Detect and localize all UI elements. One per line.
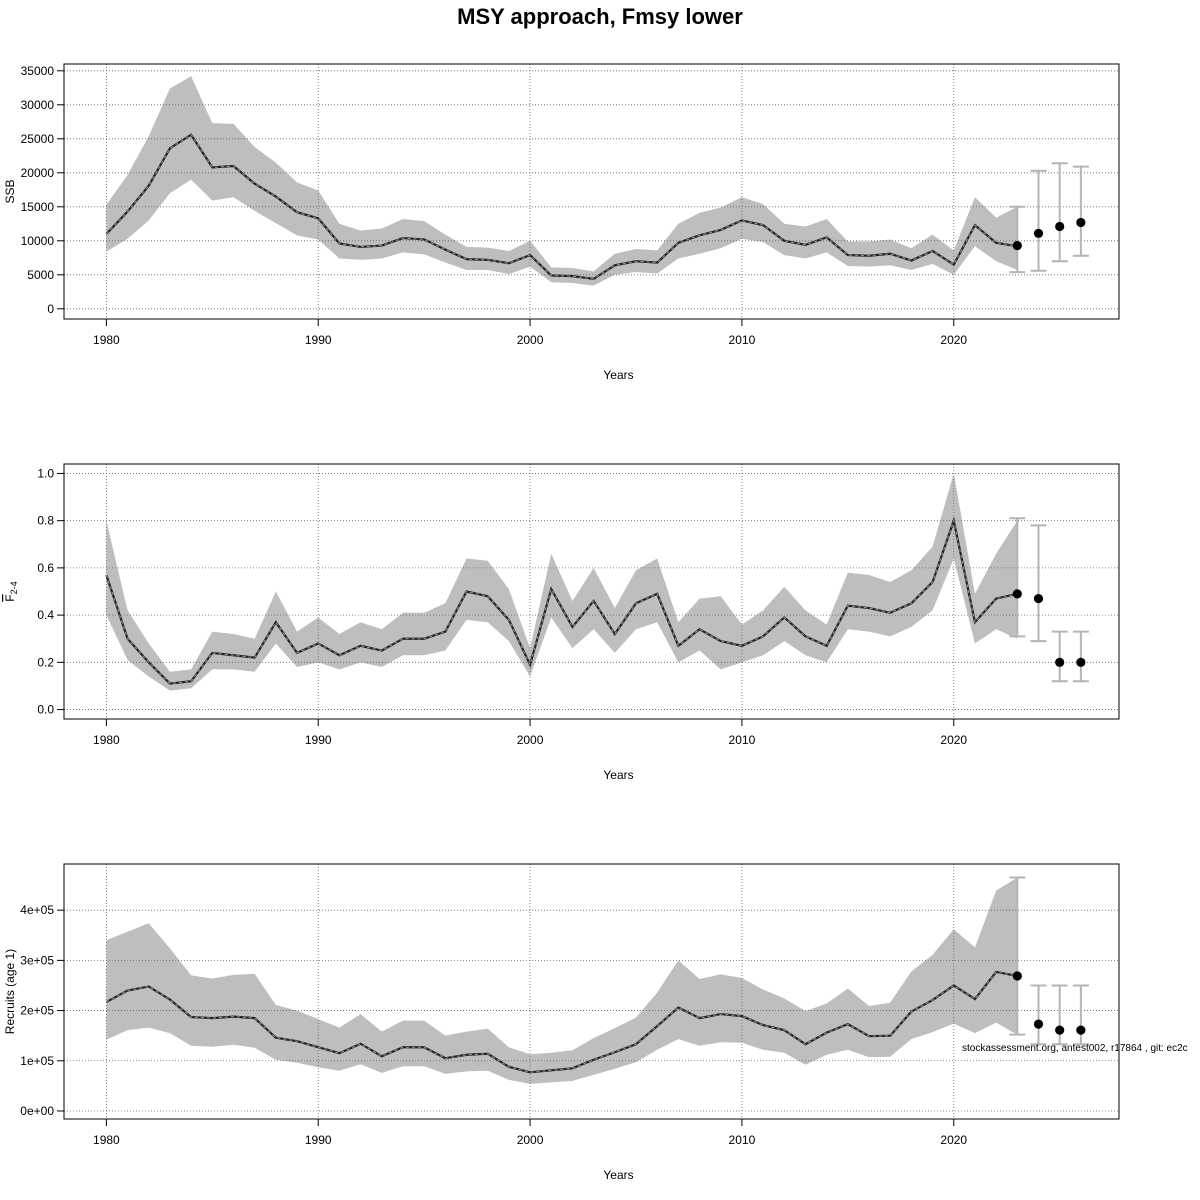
ssb-forecast-point <box>1076 217 1086 228</box>
ssb-y-tick-label: 15000 <box>21 200 55 214</box>
recruits-y-axis-label: Recruits (age 1) <box>3 949 17 1034</box>
f-x-tick-label: 2020 <box>940 733 967 747</box>
ssb-x-tick-label: 2000 <box>517 333 544 347</box>
f-y-tick-label: 1.0 <box>37 466 54 480</box>
f-x-tick-label: 1980 <box>93 733 120 747</box>
recruits-estimate-dash <box>106 971 1018 1073</box>
ssb-forecast-point <box>1033 228 1044 238</box>
fishing-mortality-panel: 1980 1990 2000 2010 2020 0.0 0.2 0.4 0.6 0.8 1.0 Ye… <box>3 463 1120 782</box>
f-y-tick-label: 0.4 <box>37 608 54 622</box>
ssb-x-tick-label: 2020 <box>940 333 967 347</box>
f-estimate-dash <box>105 518 1018 685</box>
recruits-x-tick-label: 2000 <box>517 1133 544 1147</box>
recruits-forecast-point <box>1055 1025 1065 1035</box>
ssb-y-tick-label: 10000 <box>21 234 55 248</box>
ssb-y-tick-label: 5000 <box>27 268 54 282</box>
recruitment-panel: 1980 1990 2000 2010 2020 0e+00 1e+05 2e+05 3e+05… <box>3 863 1120 1182</box>
ssb-estimate-dash <box>106 134 1018 280</box>
f-y-tick-label: 0.6 <box>37 561 54 575</box>
f-confidence-band <box>106 473 1018 691</box>
recruits-x-tick-label: 2020 <box>940 1133 967 1147</box>
f-forecast-point <box>1033 593 1044 604</box>
ssb-x-tick-label: 1990 <box>305 333 332 347</box>
f-y-tick-label: 0.8 <box>37 514 54 528</box>
ssb-plot-frame <box>63 63 1120 320</box>
recruits-forecast-point <box>1012 971 1022 981</box>
recruits-forecast-point <box>1076 1025 1086 1035</box>
ssb-x-axis-label: Years <box>603 368 633 382</box>
recruits-plot-frame <box>63 863 1120 1120</box>
recruits-y-tick-label: 3e+05 <box>20 953 54 967</box>
ssb-y-tick-label: 30000 <box>21 98 55 112</box>
source-footnote: stockassessment.org, antest002, r17864 ,… <box>962 1043 1188 1054</box>
recruits-x-tick-label: 2010 <box>729 1133 756 1147</box>
ssb-y-tick-label: 25000 <box>21 132 55 146</box>
f-x-tick-label: 2010 <box>729 733 756 747</box>
recruits-x-axis-label: Years <box>603 1168 633 1182</box>
recruits-y-tick-label: 0e+00 <box>20 1104 54 1118</box>
ssb-y-tick-label: 0 <box>47 302 54 316</box>
ssb-x-tick-label: 1980 <box>93 333 120 347</box>
recruits-x-tick-label: 1990 <box>305 1133 332 1147</box>
f-y-tick-label: 0.0 <box>37 703 54 717</box>
recruits-forecast-point <box>1033 1019 1044 1029</box>
recruits-y-tick-label: 1e+05 <box>20 1054 54 1068</box>
figure-title: MSY approach, Fmsy lower <box>457 4 743 29</box>
f-x-tick-label: 1990 <box>305 733 332 747</box>
f-x-tick-label: 2000 <box>517 733 544 747</box>
ssb-forecast-point <box>1055 221 1065 232</box>
f-y-tick-label: 0.2 <box>37 655 54 669</box>
f-plot-frame <box>63 463 1120 720</box>
recruits-confidence-band <box>106 877 1018 1084</box>
recruits-x-tick-label: 1980 <box>93 1133 120 1147</box>
f-forecast-point <box>1055 657 1065 667</box>
f-x-axis-label: Years <box>603 768 633 782</box>
ssb-forecast-point <box>1012 240 1022 251</box>
ssb-confidence-band <box>106 76 1018 286</box>
ssb-y-tick-label: 20000 <box>21 166 55 180</box>
f-forecast-point <box>1076 657 1086 667</box>
ssb-x-tick-label: 2010 <box>729 333 756 347</box>
recruits-y-tick-label: 4e+05 <box>20 903 54 917</box>
ssb-y-tick-label: 35000 <box>21 64 55 78</box>
recruits-y-tick-label: 2e+05 <box>20 1004 54 1018</box>
ssb-y-axis-label: SSB <box>3 179 17 203</box>
f-y-axis-label: F2-4 <box>3 581 19 601</box>
f-forecast-point <box>1012 589 1022 599</box>
ssb-panel: 1980 1990 2000 2010 2020 0 5000 10000 15000 20000… <box>3 63 1120 382</box>
